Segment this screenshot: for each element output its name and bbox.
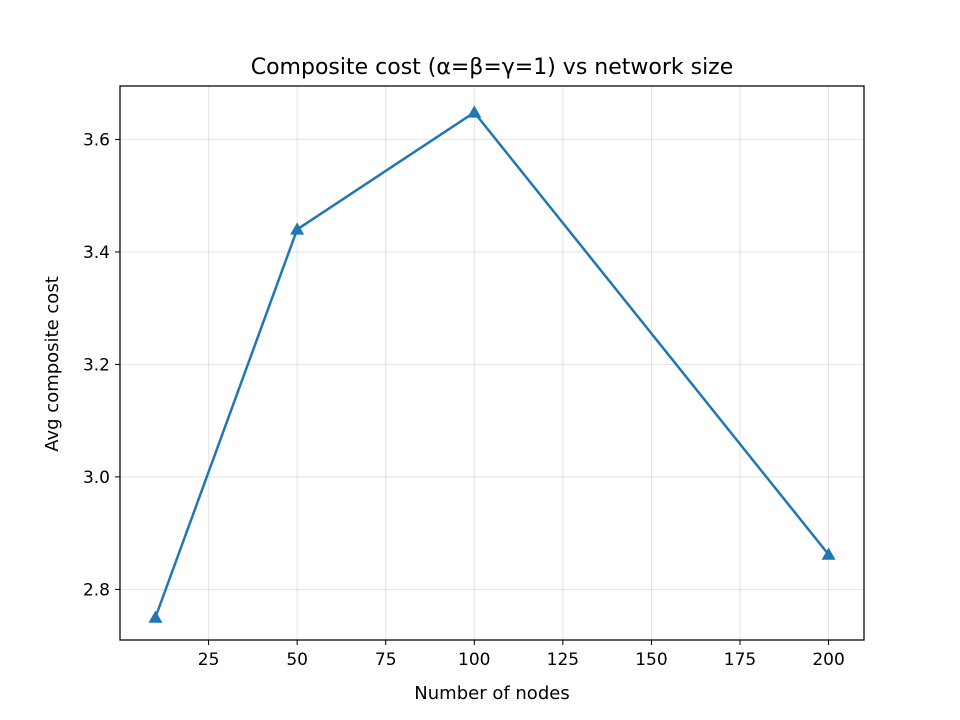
x-tick-label: 200 bbox=[812, 650, 844, 670]
data-point-marker bbox=[290, 222, 305, 235]
series-line bbox=[154, 111, 830, 618]
y-tick-label: 3.0 bbox=[83, 468, 110, 488]
x-tick-label: 150 bbox=[635, 650, 667, 670]
data-point-marker bbox=[148, 610, 163, 623]
x-tick-label: 175 bbox=[724, 650, 756, 670]
x-tick-label: 50 bbox=[286, 650, 308, 670]
grid bbox=[120, 86, 864, 640]
series-layer bbox=[148, 105, 836, 623]
data-point-marker bbox=[467, 105, 482, 118]
y-tick-label: 3.4 bbox=[83, 243, 110, 263]
x-axis-ticks: 25 50 75 100 125 150 175 200 bbox=[198, 640, 845, 670]
y-tick-label: 3.2 bbox=[83, 355, 110, 375]
x-tick-label: 25 bbox=[198, 650, 220, 670]
x-tick-label: 75 bbox=[375, 650, 397, 670]
y-tick-label: 2.8 bbox=[83, 580, 110, 600]
x-tick-label: 125 bbox=[547, 650, 579, 670]
y-tick-label: 3.6 bbox=[83, 130, 110, 150]
x-tick-label: 100 bbox=[458, 650, 490, 670]
plot-area-frame bbox=[119, 85, 865, 641]
y-axis-label: Avg composite cost bbox=[42, 276, 63, 452]
chart-title: Composite cost (α=β=γ=1) vs network size bbox=[251, 55, 734, 80]
data-point-marker bbox=[821, 547, 836, 560]
y-axis-ticks: 2.8 3.0 3.2 3.4 3.6 bbox=[83, 130, 120, 600]
x-axis-label: Number of nodes bbox=[414, 683, 569, 704]
